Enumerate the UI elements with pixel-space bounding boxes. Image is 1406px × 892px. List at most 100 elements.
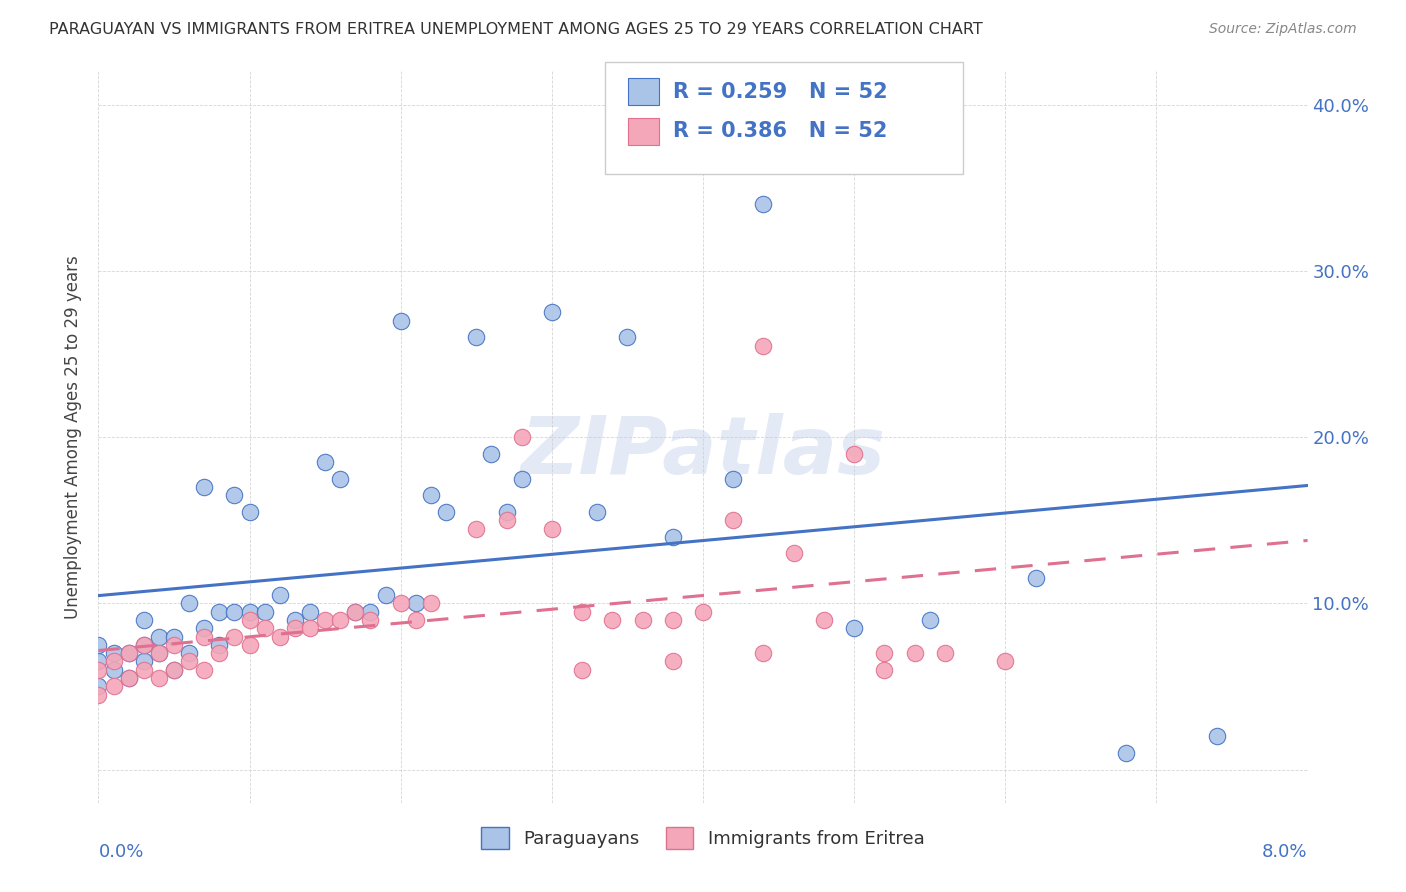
Point [752, 197, 775, 211]
Point [179, 655, 201, 669]
Point [904, 646, 927, 660]
Point [284, 613, 307, 627]
Point [752, 338, 775, 352]
Point [284, 621, 307, 635]
Text: 8.0%: 8.0% [1263, 843, 1308, 861]
Point [510, 472, 533, 486]
Point [208, 605, 231, 619]
Point [434, 505, 457, 519]
Point [253, 605, 276, 619]
Point [118, 671, 141, 685]
Point [571, 605, 593, 619]
Point [239, 605, 262, 619]
Point [602, 613, 624, 627]
Point [540, 521, 562, 535]
Point [132, 613, 155, 627]
Point [994, 655, 1017, 669]
Point [148, 646, 170, 660]
Point [208, 646, 231, 660]
Point [374, 588, 396, 602]
Point [723, 472, 745, 486]
Point [239, 613, 262, 627]
Point [844, 621, 866, 635]
Text: PARAGUAYAN VS IMMIGRANTS FROM ERITREA UNEMPLOYMENT AMONG AGES 25 TO 29 YEARS COR: PARAGUAYAN VS IMMIGRANTS FROM ERITREA UN… [49, 22, 983, 37]
Point [163, 663, 186, 677]
Point [179, 646, 201, 660]
Point [224, 488, 246, 502]
Point [420, 488, 443, 502]
Point [571, 663, 593, 677]
Point [193, 630, 215, 644]
Point [329, 472, 352, 486]
Point [1025, 571, 1047, 585]
Text: 0.0%: 0.0% [98, 843, 143, 861]
Point [873, 646, 896, 660]
Point [118, 646, 141, 660]
Point [813, 613, 835, 627]
Point [193, 663, 215, 677]
Point [329, 613, 352, 627]
Point [132, 655, 155, 669]
Point [723, 513, 745, 527]
Point [934, 646, 956, 660]
Point [132, 638, 155, 652]
Point [239, 638, 262, 652]
Point [103, 646, 125, 660]
Point [208, 638, 231, 652]
Point [224, 605, 246, 619]
Point [540, 305, 562, 319]
Point [193, 480, 215, 494]
Y-axis label: Unemployment Among Ages 25 to 29 years: Unemployment Among Ages 25 to 29 years [65, 255, 83, 619]
Point [269, 630, 291, 644]
Point [148, 630, 170, 644]
Point [132, 663, 155, 677]
Point [918, 613, 941, 627]
Point [314, 455, 336, 469]
Point [389, 314, 412, 328]
Point [661, 613, 683, 627]
Point [87, 680, 110, 694]
Point [118, 646, 141, 660]
Point [253, 621, 276, 635]
Point [844, 447, 866, 461]
Point [118, 671, 141, 685]
Point [87, 663, 110, 677]
Point [163, 638, 186, 652]
Point [360, 613, 382, 627]
Text: Source: ZipAtlas.com: Source: ZipAtlas.com [1209, 22, 1357, 37]
Point [481, 447, 503, 461]
Point [873, 663, 896, 677]
Point [661, 530, 683, 544]
Point [586, 505, 609, 519]
Point [465, 330, 488, 344]
Point [148, 671, 170, 685]
Point [360, 605, 382, 619]
Point [179, 596, 201, 610]
Point [344, 605, 367, 619]
Point [405, 613, 427, 627]
Legend: Paraguayans, Immigrants from Eritrea: Paraguayans, Immigrants from Eritrea [474, 820, 932, 856]
Point [314, 613, 336, 627]
Point [405, 596, 427, 610]
Point [661, 655, 683, 669]
Point [344, 605, 367, 619]
Point [87, 688, 110, 702]
Point [103, 680, 125, 694]
Point [103, 655, 125, 669]
Point [1115, 746, 1137, 760]
Point [510, 430, 533, 444]
Point [87, 655, 110, 669]
Point [389, 596, 412, 610]
Text: R = 0.386   N = 52: R = 0.386 N = 52 [673, 121, 887, 141]
Point [420, 596, 443, 610]
Point [163, 663, 186, 677]
Point [103, 663, 125, 677]
Point [752, 646, 775, 660]
Text: R = 0.259   N = 52: R = 0.259 N = 52 [673, 82, 889, 102]
Point [224, 630, 246, 644]
Point [1206, 729, 1229, 743]
Point [692, 605, 714, 619]
Point [299, 621, 322, 635]
Point [299, 605, 322, 619]
Point [193, 621, 215, 635]
